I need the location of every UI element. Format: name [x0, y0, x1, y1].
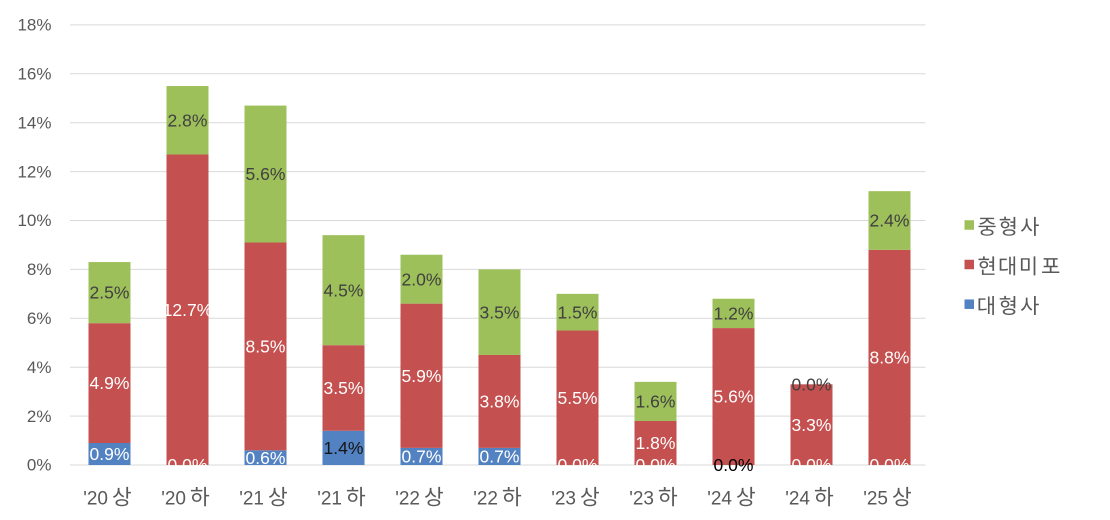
svg-text:0.9%: 0.9% [90, 444, 130, 464]
svg-text:8.8%: 8.8% [870, 348, 910, 368]
svg-text:3.3%: 3.3% [792, 415, 832, 435]
svg-text:12.7%: 12.7% [163, 300, 213, 320]
svg-text:6%: 6% [27, 309, 52, 328]
svg-text:'20: '20 [161, 488, 186, 509]
svg-text:1.4%: 1.4% [324, 438, 364, 458]
svg-text:2%: 2% [27, 407, 52, 426]
svg-text:3.5%: 3.5% [480, 302, 520, 322]
svg-text:0.7%: 0.7% [480, 447, 520, 467]
svg-text:4%: 4% [27, 358, 52, 377]
svg-text:4.5%: 4.5% [324, 280, 364, 300]
svg-text:14%: 14% [17, 113, 51, 132]
svg-text:0.0%: 0.0% [792, 455, 832, 475]
svg-text:5.5%: 5.5% [558, 388, 598, 408]
svg-text:3.5%: 3.5% [324, 378, 364, 398]
svg-text:'21: '21 [239, 488, 264, 509]
svg-text:0.0%: 0.0% [558, 455, 598, 475]
svg-text:0.0%: 0.0% [870, 455, 910, 475]
svg-text:16%: 16% [17, 65, 51, 84]
svg-text:0.7%: 0.7% [402, 447, 442, 467]
svg-text:12%: 12% [17, 162, 51, 181]
svg-text:5.6%: 5.6% [246, 164, 286, 184]
svg-text:8%: 8% [27, 260, 52, 279]
svg-text:1.6%: 1.6% [636, 392, 676, 412]
svg-text:2.0%: 2.0% [402, 269, 442, 289]
svg-text:0.0%: 0.0% [792, 374, 832, 394]
svg-text:5.9%: 5.9% [402, 366, 442, 386]
svg-text:'21: '21 [317, 488, 342, 509]
svg-text:0%: 0% [27, 456, 52, 475]
svg-text:'22: '22 [395, 488, 420, 509]
svg-text:8.5%: 8.5% [246, 337, 286, 357]
svg-text:18%: 18% [17, 16, 51, 35]
svg-text:4.9%: 4.9% [90, 373, 130, 393]
svg-text:'24: '24 [785, 488, 810, 509]
svg-text:5.6%: 5.6% [714, 387, 754, 407]
svg-text:2.4%: 2.4% [870, 211, 910, 231]
svg-text:2.5%: 2.5% [90, 283, 130, 303]
svg-text:'24: '24 [707, 488, 732, 509]
svg-text:'23: '23 [629, 488, 654, 509]
svg-text:'23: '23 [551, 488, 576, 509]
svg-text:1.5%: 1.5% [558, 302, 598, 322]
svg-text:0.0%: 0.0% [714, 455, 754, 475]
svg-text:2.8%: 2.8% [168, 110, 208, 130]
svg-text:'22: '22 [473, 488, 498, 509]
svg-text:10%: 10% [17, 211, 51, 230]
svg-text:0.0%: 0.0% [636, 455, 676, 475]
svg-text:3.8%: 3.8% [480, 392, 520, 412]
svg-text:1.2%: 1.2% [714, 304, 754, 324]
svg-text:'25: '25 [863, 488, 888, 509]
svg-text:'20: '20 [83, 488, 108, 509]
svg-text:0.0%: 0.0% [168, 455, 208, 475]
svg-text:0.6%: 0.6% [246, 448, 286, 468]
svg-text:1.8%: 1.8% [636, 433, 676, 453]
